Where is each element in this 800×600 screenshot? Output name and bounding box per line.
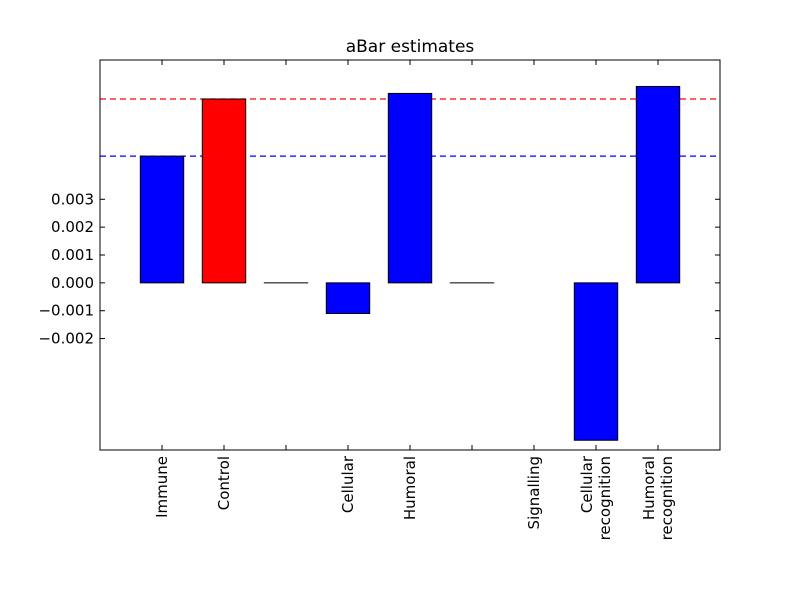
bar-4 — [325, 282, 371, 315]
x-tick-label: Cellularrecognition — [578, 455, 614, 540]
bar-8 — [573, 282, 619, 441]
x-tick-label: Control — [215, 456, 233, 510]
y-tick-label: 0.003 — [51, 190, 94, 208]
y-tick-label: 0.002 — [51, 218, 94, 236]
bar-5 — [387, 92, 433, 284]
x-tick-label: Signalling — [525, 456, 543, 529]
y-axis: 0.003 0.002 0.001 0.000 −0.001 −0.002 — [38, 190, 720, 348]
y-tick-label: 0.000 — [51, 274, 94, 292]
x-tick-label: Immune — [153, 456, 171, 518]
x-axis: Immune Control Cellular Humoral Signalling Ce… — [153, 60, 676, 540]
bar-2 — [201, 98, 247, 284]
x-tick-label: Humoralrecognition — [640, 456, 676, 540]
x-tick-label: Cellular — [339, 455, 357, 513]
bars — [139, 85, 681, 441]
bar-1 — [139, 155, 185, 284]
bar-9 — [635, 85, 681, 284]
y-tick-label: 0.001 — [51, 246, 94, 264]
chart-title: aBar estimates — [346, 37, 475, 57]
x-tick-label: Humoral — [401, 456, 419, 520]
y-tick-label: −0.002 — [38, 330, 94, 348]
y-tick-label: −0.001 — [38, 302, 94, 320]
